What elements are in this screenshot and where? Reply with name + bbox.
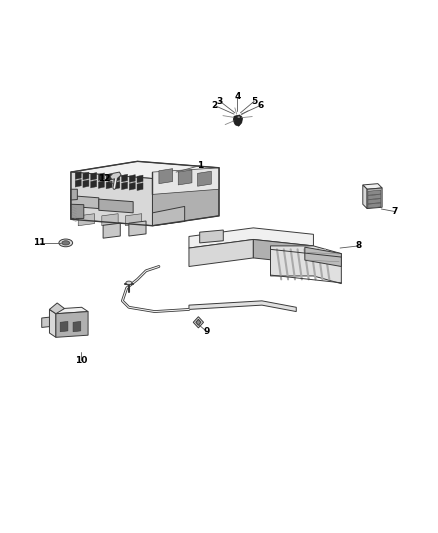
Polygon shape: [91, 173, 97, 180]
Polygon shape: [129, 182, 135, 190]
Polygon shape: [99, 173, 104, 181]
Polygon shape: [49, 308, 88, 314]
Text: 6: 6: [257, 101, 263, 110]
Polygon shape: [189, 301, 296, 312]
Polygon shape: [75, 180, 81, 187]
Text: 2: 2: [212, 101, 218, 110]
Text: 3: 3: [217, 97, 223, 106]
Polygon shape: [91, 180, 97, 188]
Polygon shape: [78, 214, 95, 225]
Polygon shape: [56, 312, 88, 337]
Ellipse shape: [59, 239, 73, 247]
Polygon shape: [125, 214, 142, 225]
Polygon shape: [49, 303, 64, 314]
Polygon shape: [367, 188, 382, 208]
Polygon shape: [189, 239, 253, 266]
Polygon shape: [122, 174, 127, 182]
Polygon shape: [83, 180, 89, 188]
Ellipse shape: [237, 116, 240, 118]
Text: 8: 8: [355, 241, 362, 251]
Polygon shape: [368, 195, 381, 199]
Polygon shape: [253, 239, 314, 264]
Polygon shape: [198, 171, 211, 186]
Text: 10: 10: [74, 356, 87, 365]
Polygon shape: [152, 206, 185, 225]
Polygon shape: [103, 223, 120, 238]
Polygon shape: [106, 181, 112, 189]
Polygon shape: [152, 168, 219, 225]
Polygon shape: [71, 196, 99, 208]
Ellipse shape: [126, 281, 132, 285]
Polygon shape: [75, 172, 81, 180]
Polygon shape: [189, 228, 314, 248]
Polygon shape: [71, 172, 152, 225]
Polygon shape: [271, 246, 341, 284]
Polygon shape: [193, 317, 204, 328]
Polygon shape: [363, 185, 367, 208]
Polygon shape: [114, 182, 120, 189]
Polygon shape: [305, 247, 341, 266]
Polygon shape: [110, 172, 121, 180]
Polygon shape: [42, 317, 49, 327]
Polygon shape: [368, 199, 381, 204]
Polygon shape: [99, 181, 104, 188]
Text: 1: 1: [197, 161, 203, 170]
Polygon shape: [49, 310, 56, 337]
Polygon shape: [363, 184, 382, 189]
Polygon shape: [368, 203, 381, 208]
Polygon shape: [137, 183, 143, 190]
Polygon shape: [368, 190, 381, 195]
Polygon shape: [71, 189, 78, 200]
Text: 5: 5: [251, 97, 257, 106]
Polygon shape: [200, 230, 223, 243]
Polygon shape: [114, 174, 120, 182]
Text: 12: 12: [98, 174, 111, 183]
Polygon shape: [60, 321, 68, 332]
Polygon shape: [122, 182, 127, 190]
Text: 11: 11: [33, 238, 46, 247]
Polygon shape: [196, 319, 201, 325]
Polygon shape: [106, 173, 112, 181]
Polygon shape: [137, 175, 143, 183]
Polygon shape: [71, 161, 219, 179]
Polygon shape: [129, 221, 146, 236]
Text: 9: 9: [204, 327, 210, 336]
Polygon shape: [102, 214, 118, 225]
Polygon shape: [178, 170, 192, 185]
Polygon shape: [152, 168, 219, 195]
Text: 7: 7: [392, 207, 398, 216]
Polygon shape: [129, 175, 135, 182]
Polygon shape: [73, 321, 81, 332]
Ellipse shape: [62, 241, 70, 245]
Polygon shape: [71, 204, 84, 219]
Polygon shape: [99, 199, 133, 213]
Polygon shape: [233, 115, 243, 126]
Polygon shape: [159, 168, 173, 184]
Text: 4: 4: [234, 92, 240, 101]
Polygon shape: [83, 172, 89, 180]
